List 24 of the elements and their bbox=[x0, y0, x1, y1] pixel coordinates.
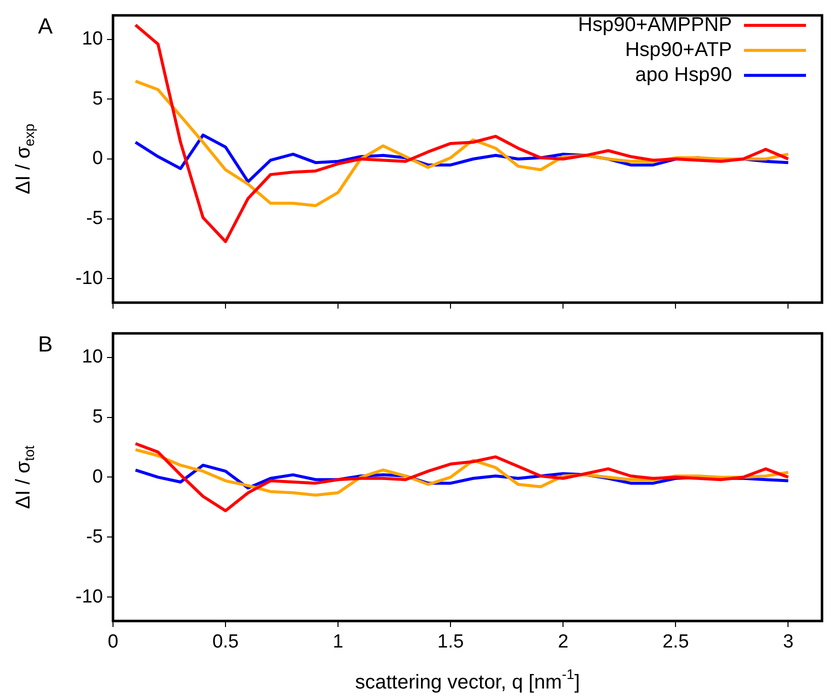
y-tick-label: 0 bbox=[92, 148, 103, 170]
y-tick-label: 10 bbox=[82, 28, 103, 50]
y-tick-label: -5 bbox=[86, 208, 103, 230]
x-tick-label: 3 bbox=[782, 632, 794, 653]
legend-label: Hsp90+AMPPNP bbox=[578, 14, 732, 36]
legend-label: Hsp90+ATP bbox=[625, 38, 732, 61]
x-tick-label: 1 bbox=[332, 632, 344, 653]
y-tick-label: 5 bbox=[92, 88, 103, 110]
legend-label: apo Hsp90 bbox=[635, 64, 732, 86]
y-tick-label: 5 bbox=[92, 406, 103, 428]
x-tick-label: 0.5 bbox=[212, 632, 239, 653]
y-tick-label: -5 bbox=[86, 526, 103, 548]
y-tick-label: -10 bbox=[76, 586, 103, 608]
x-tick-label: 2 bbox=[558, 632, 568, 653]
text: A bbox=[38, 13, 53, 38]
y-axis-title: ΔI / σexp bbox=[12, 124, 37, 194]
y-tick-label: 0 bbox=[92, 466, 103, 488]
y-tick-label: 10 bbox=[82, 346, 103, 368]
text: B bbox=[38, 331, 53, 356]
y-axis-title: ΔI / σtot bbox=[12, 445, 37, 509]
x-tick-label: 0 bbox=[108, 632, 118, 653]
y-tick-label: -10 bbox=[76, 268, 103, 289]
x-tick-label: 1.5 bbox=[437, 632, 464, 653]
x-tick-label: 2.5 bbox=[662, 632, 689, 653]
